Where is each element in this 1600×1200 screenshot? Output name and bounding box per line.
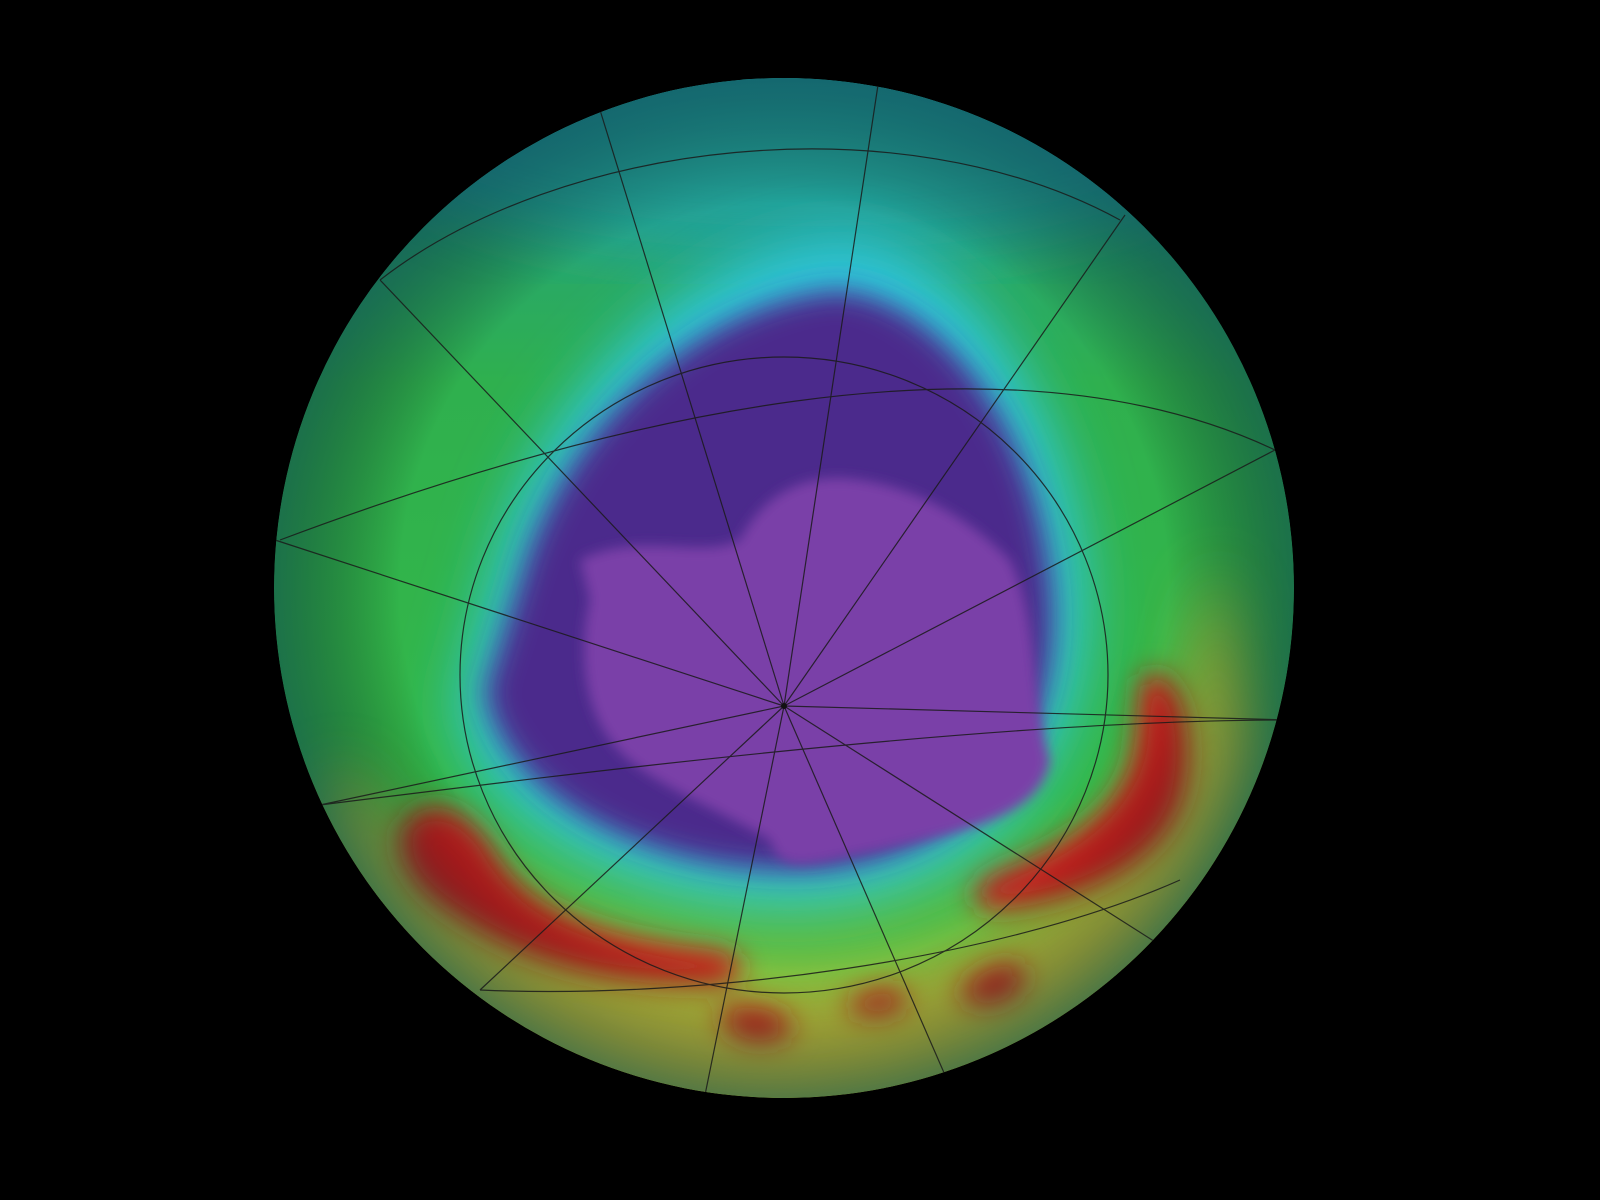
latitude-arc-top [379, 148, 1121, 281]
latitude-arc-bottom [479, 879, 1181, 993]
graticule [274, 84, 1291, 1096]
south-pole-marker [781, 703, 787, 709]
latitude-circle [459, 356, 1109, 994]
latitude-circle-outer [279, 388, 1276, 541]
meridians [274, 84, 1291, 1096]
latitude-circle-outer-2 [319, 719, 1286, 806]
